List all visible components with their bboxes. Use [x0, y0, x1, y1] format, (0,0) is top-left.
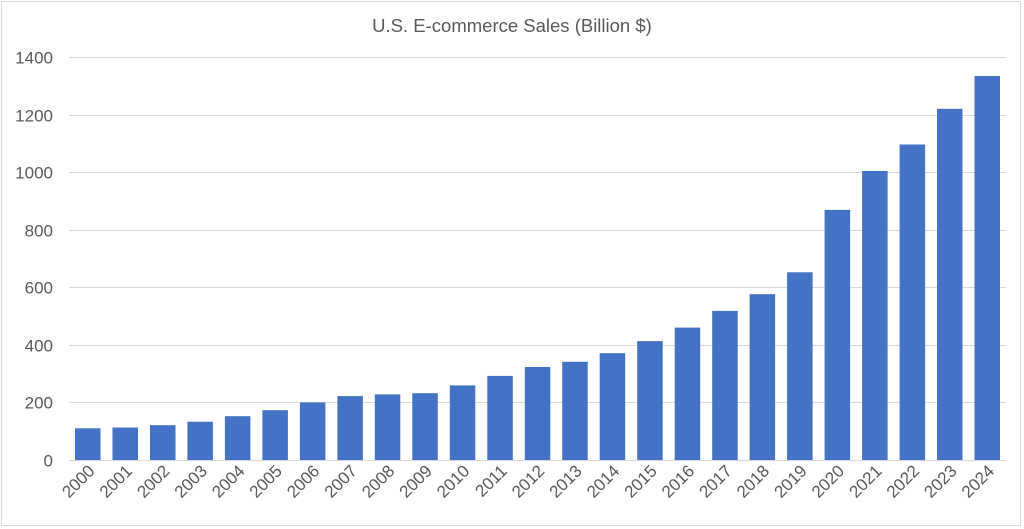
x-tick-label: 2021 — [845, 461, 885, 501]
x-tick-label: 2000 — [58, 461, 98, 501]
x-tick-label: 2017 — [696, 461, 736, 501]
x-tick-label: 2015 — [621, 461, 661, 501]
x-tick-label: 2002 — [133, 461, 173, 501]
bar-2017 — [712, 310, 738, 460]
bar-2021 — [862, 171, 888, 460]
x-tick-label: 2012 — [508, 461, 548, 501]
bar-2006 — [299, 402, 326, 460]
y-tick-label: 400 — [25, 337, 53, 356]
bar-2008 — [374, 394, 401, 460]
bar-2004 — [224, 416, 251, 460]
x-tick-label: 2022 — [883, 461, 923, 501]
x-tick-label: 2013 — [546, 461, 586, 501]
y-tick-label: 200 — [25, 394, 53, 413]
bar-2005 — [262, 410, 288, 460]
bar-2022 — [899, 144, 926, 460]
bar-2002 — [150, 425, 176, 460]
bar-2024 — [974, 76, 1000, 460]
bar-2000 — [75, 428, 101, 460]
bar-2013 — [562, 361, 588, 460]
y-tick-label: 600 — [25, 279, 53, 298]
x-tick-label: 2007 — [321, 461, 361, 501]
y-tick-label: 1000 — [15, 164, 53, 183]
bar-2007 — [337, 396, 363, 460]
bar-2014 — [599, 353, 626, 460]
y-tick-label: 1200 — [15, 107, 53, 126]
x-tick-label: 2010 — [433, 461, 473, 501]
y-tick-label: 800 — [25, 222, 53, 241]
x-tick-label: 2011 — [472, 461, 511, 500]
y-tick-label: 0 — [44, 452, 53, 471]
x-tick-label: 2018 — [733, 461, 773, 501]
x-tick-label: 2005 — [246, 461, 286, 501]
bar-2016 — [674, 327, 701, 460]
y-axis-ticks: 0 200 400 600 800 1000 1200 1400 — [15, 49, 53, 471]
x-tick-label: 2024 — [958, 461, 998, 501]
x-tick-label: 2020 — [808, 461, 848, 501]
x-tick-label: 2008 — [358, 461, 398, 501]
y-tick-label: 1400 — [15, 49, 53, 68]
bar-2020 — [824, 209, 851, 460]
x-tick-label: 2001 — [96, 461, 136, 501]
x-tick-label: 2023 — [920, 461, 960, 501]
bar-2009 — [412, 393, 438, 460]
bar-2019 — [787, 272, 813, 460]
x-tick-label: 2006 — [283, 461, 323, 501]
x-tick-label: 2003 — [171, 461, 211, 501]
bar-2003 — [187, 421, 213, 460]
chart-title: U.S. E-commerce Sales (Billion $) — [372, 15, 652, 36]
x-tick-label: 2009 — [396, 461, 436, 501]
x-tick-label: 2014 — [583, 461, 623, 501]
bar-2023 — [937, 108, 963, 461]
x-axis-ticks: 2000200120022003200420052006200720082009… — [58, 461, 998, 501]
bar-2012 — [524, 367, 551, 460]
bar-2011 — [487, 375, 513, 460]
x-tick-label: 2004 — [208, 461, 248, 501]
bar-2010 — [449, 385, 476, 460]
bar-2015 — [637, 341, 663, 460]
x-tick-label: 2019 — [771, 461, 811, 501]
bar-2018 — [749, 294, 776, 460]
bar-2001 — [112, 427, 138, 460]
x-tick-label: 2016 — [658, 461, 698, 501]
bars — [75, 76, 1000, 461]
